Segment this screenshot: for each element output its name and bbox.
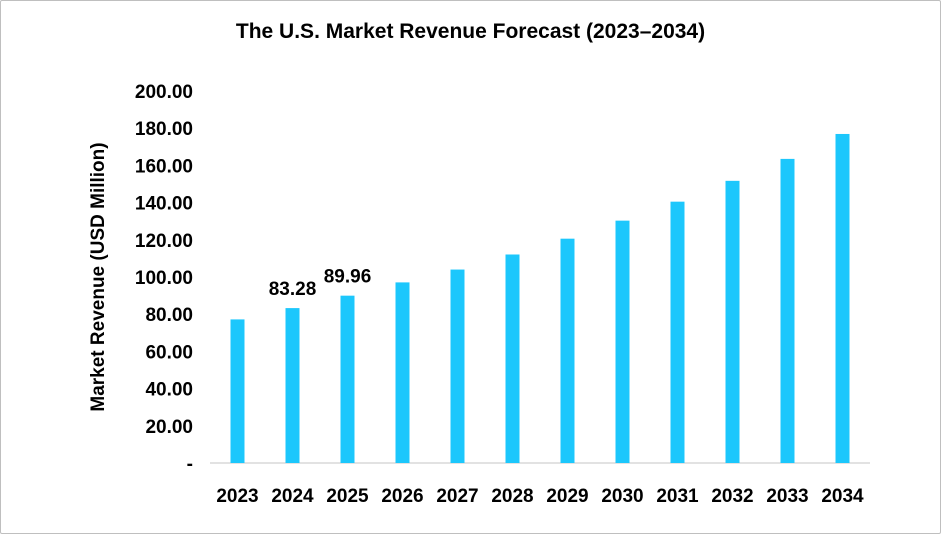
bar-2026	[395, 282, 410, 463]
y-tick-label: 80.00	[145, 305, 193, 326]
y-tick-label: 200.00	[135, 82, 193, 103]
x-tick-label: 2026	[381, 486, 423, 507]
y-tick-label: 20.00	[145, 417, 193, 438]
bar-2033	[780, 158, 795, 463]
x-tick-label: 2032	[711, 486, 753, 507]
y-tick-label: 100.00	[135, 268, 193, 289]
y-tick-label: -	[187, 454, 193, 475]
x-tick-label: 2025	[326, 486, 369, 507]
y-tick-label: 140.00	[135, 194, 193, 215]
bar-2025	[340, 295, 355, 463]
bar-2030	[615, 220, 630, 463]
x-tick-label: 2024	[271, 486, 314, 507]
x-tick-label: 2028	[491, 486, 533, 507]
bar-2029	[560, 238, 575, 463]
y-tick-label: 120.00	[135, 231, 193, 252]
bar-2024	[285, 308, 300, 463]
bar-2032	[725, 180, 740, 463]
data-label: 83.28	[269, 279, 317, 300]
bar-2027	[450, 269, 465, 463]
x-tick-label: 2031	[656, 486, 699, 507]
x-tick-label: 2030	[601, 486, 643, 507]
x-tick-label: 2029	[546, 486, 588, 507]
x-tick-label: 2033	[766, 486, 808, 507]
bar-2023	[230, 319, 245, 463]
chart-title: The U.S. Market Revenue Forecast (2023–2…	[235, 20, 706, 43]
y-tick-label: 160.00	[135, 156, 193, 177]
y-tick-label: 40.00	[145, 380, 193, 401]
y-tick-label: 60.00	[145, 342, 193, 363]
y-tick-label: 180.00	[135, 119, 193, 140]
bar-2028	[505, 254, 520, 463]
x-tick-label: 2027	[436, 486, 478, 507]
data-label: 89.96	[324, 267, 372, 288]
bar-2034	[835, 133, 850, 463]
x-tick-label: 2023	[216, 486, 258, 507]
bar-2031	[670, 201, 685, 464]
x-tick-label: 2034	[821, 486, 864, 507]
